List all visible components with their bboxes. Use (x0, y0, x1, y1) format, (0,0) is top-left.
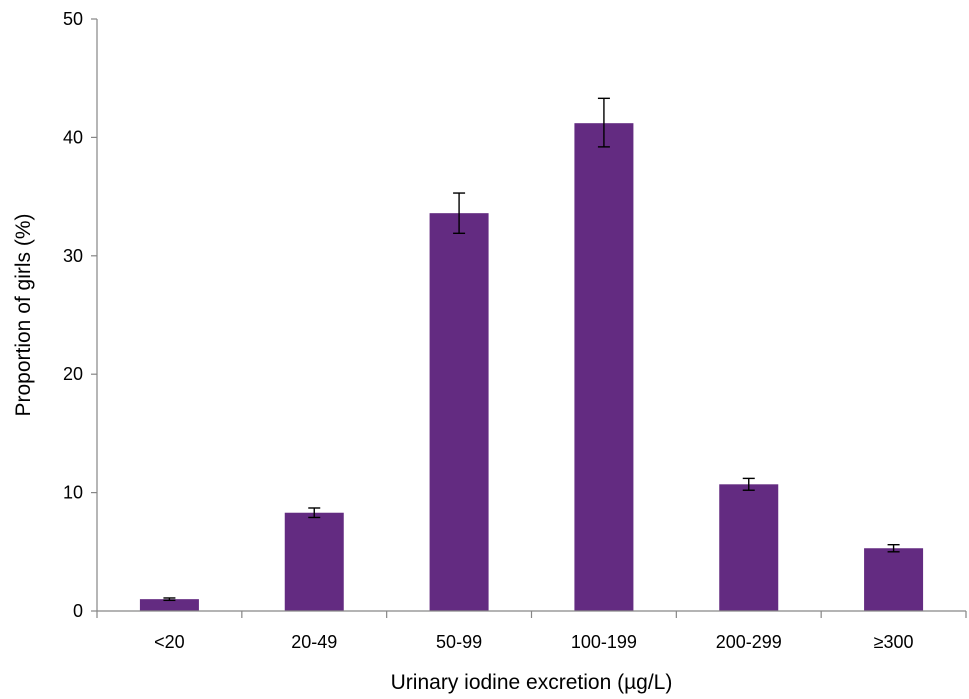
error-bar (742, 477, 755, 491)
error-bar (597, 97, 610, 148)
error-bar (887, 543, 900, 553)
x-tick-label: 100-199 (571, 632, 637, 652)
x-axis-title: Urinary iodine excretion (µg/L) (391, 671, 673, 694)
x-tick-label: ≥300 (874, 632, 914, 652)
bars (139, 123, 924, 611)
bar (429, 213, 489, 611)
bar (864, 548, 924, 611)
error-bar (163, 597, 176, 602)
x-tick-label: <20 (154, 632, 185, 652)
y-tick-label: 0 (73, 601, 83, 621)
error-bars (163, 97, 900, 602)
x-tick-label: 200-299 (716, 632, 782, 652)
bar (139, 599, 199, 611)
y-axis-title: Proportion of girls (%) (12, 213, 35, 416)
y-tick-label: 40 (63, 127, 83, 147)
x-axis-ticks: <20 20-49 50-99 100-199 200-299 ≥300 (96, 611, 967, 652)
y-tick-label: 30 (63, 246, 83, 266)
x-tick-label: 50-99 (436, 632, 482, 652)
bar (284, 512, 344, 611)
bar (574, 123, 634, 611)
error-bar (453, 192, 466, 235)
x-tick-label: 20-49 (291, 632, 337, 652)
y-tick-label: 20 (63, 364, 83, 384)
error-bar (308, 507, 321, 519)
bar (719, 484, 779, 611)
y-axis-ticks: 0 10 20 30 40 50 (63, 9, 97, 621)
y-tick-label: 50 (63, 9, 83, 29)
y-tick-label: 10 (63, 483, 83, 503)
